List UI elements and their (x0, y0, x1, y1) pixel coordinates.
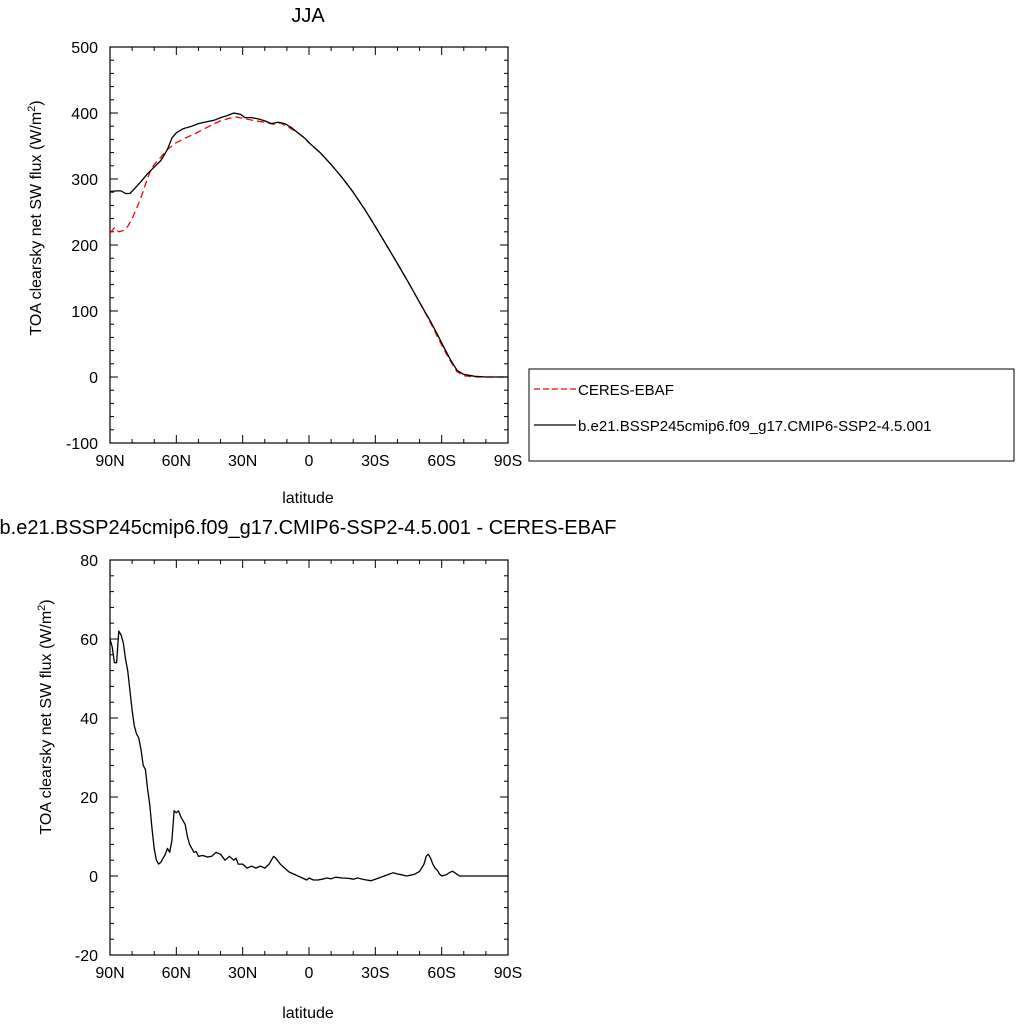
bottom-panel: b.e21.BSSP245cmip6.f09_g17.CMIP6-SSP2-4.… (0, 517, 616, 1022)
top-x-tick-label: 30S (361, 453, 389, 470)
top-y-tick-label: 300 (71, 172, 98, 189)
top-y-tick-label: 500 (71, 40, 98, 57)
bottom-x-tick-label: 60S (427, 965, 455, 982)
top-y-axis-label-text: TOA clearsky net SW flux (W/m (28, 112, 45, 336)
top-x-tick-label: 0 (305, 453, 314, 470)
legend-label-model: b.e21.BSSP245cmip6.f09_g17.CMIP6-SSP2-4.… (578, 418, 932, 435)
bottom-chart-title: b.e21.BSSP245cmip6.f09_g17.CMIP6-SSP2-4.… (0, 517, 616, 539)
bottom-x-axis-label: latitude (282, 1005, 334, 1022)
top-y-tick-label: 100 (71, 304, 98, 321)
top-x-axis-label: latitude (282, 490, 334, 507)
top-y-tick-label: 0 (89, 370, 98, 387)
top-y-tick-label: 200 (71, 238, 98, 255)
bottom-y-axis-label: TOA clearsky net SW flux (W/m2) (36, 599, 55, 834)
top-x-tick-label: 90N (95, 453, 124, 470)
top-chart-title: JJA (291, 5, 325, 27)
bottom-y-axis-label-close: ) (38, 599, 55, 604)
bottom-x-tick-label: 0 (305, 965, 314, 982)
top-x-tick-label: 60S (427, 453, 455, 470)
top-x-tick-label: 30N (228, 453, 257, 470)
top-legend: CERES-EBAF b.e21.BSSP245cmip6.f09_g17.CM… (528, 368, 1015, 462)
top-series-line-1 (109, 112, 508, 378)
bottom-y-axis-label-text: TOA clearsky net SW flux (W/m (38, 611, 55, 835)
bottom-plot-frame (109, 559, 509, 956)
bottom-y-tick-label: 20 (80, 790, 98, 807)
bottom-x-tick-label: 30N (228, 965, 257, 982)
top-y-tick-label: 400 (71, 106, 98, 123)
top-plot-frame (109, 46, 509, 444)
bottom-x-tick-label: 30S (361, 965, 389, 982)
legend-box (528, 368, 1015, 462)
svg-text:TOA clearsky net SW flux (W/m2: TOA clearsky net SW flux (W/m2) (36, 599, 55, 834)
svg-text:TOA clearsky net SW flux (W/m2: TOA clearsky net SW flux (W/m2) (26, 100, 45, 335)
top-x-tick-label: 90S (494, 453, 522, 470)
bottom-series-line-0 (109, 630, 508, 882)
top-panel: JJA TOA clearsky net SW flux (W/m2) lati… (26, 5, 1015, 507)
bottom-y-tick-label: 40 (80, 711, 98, 728)
top-series-line-0 (109, 116, 508, 378)
top-y-tick-label: -100 (66, 436, 98, 453)
bottom-x-tick-label: 90S (494, 965, 522, 982)
bottom-y-tick-label: 60 (80, 632, 98, 649)
top-y-axis-label: TOA clearsky net SW flux (W/m2) (26, 100, 45, 335)
top-y-axis-label-sup: 2 (26, 106, 38, 112)
top-x-tick-label: 60N (162, 453, 191, 470)
legend-label-ceres: CERES-EBAF (578, 382, 674, 399)
bottom-x-tick-label: 90N (95, 965, 124, 982)
bottom-y-tick-label: 80 (80, 553, 98, 570)
bottom-y-tick-label: -20 (75, 948, 98, 965)
bottom-x-tick-label: 60N (162, 965, 191, 982)
top-y-axis-label-close: ) (28, 100, 45, 105)
bottom-y-tick-label: 0 (89, 869, 98, 886)
bottom-y-axis-label-sup: 2 (36, 605, 48, 611)
